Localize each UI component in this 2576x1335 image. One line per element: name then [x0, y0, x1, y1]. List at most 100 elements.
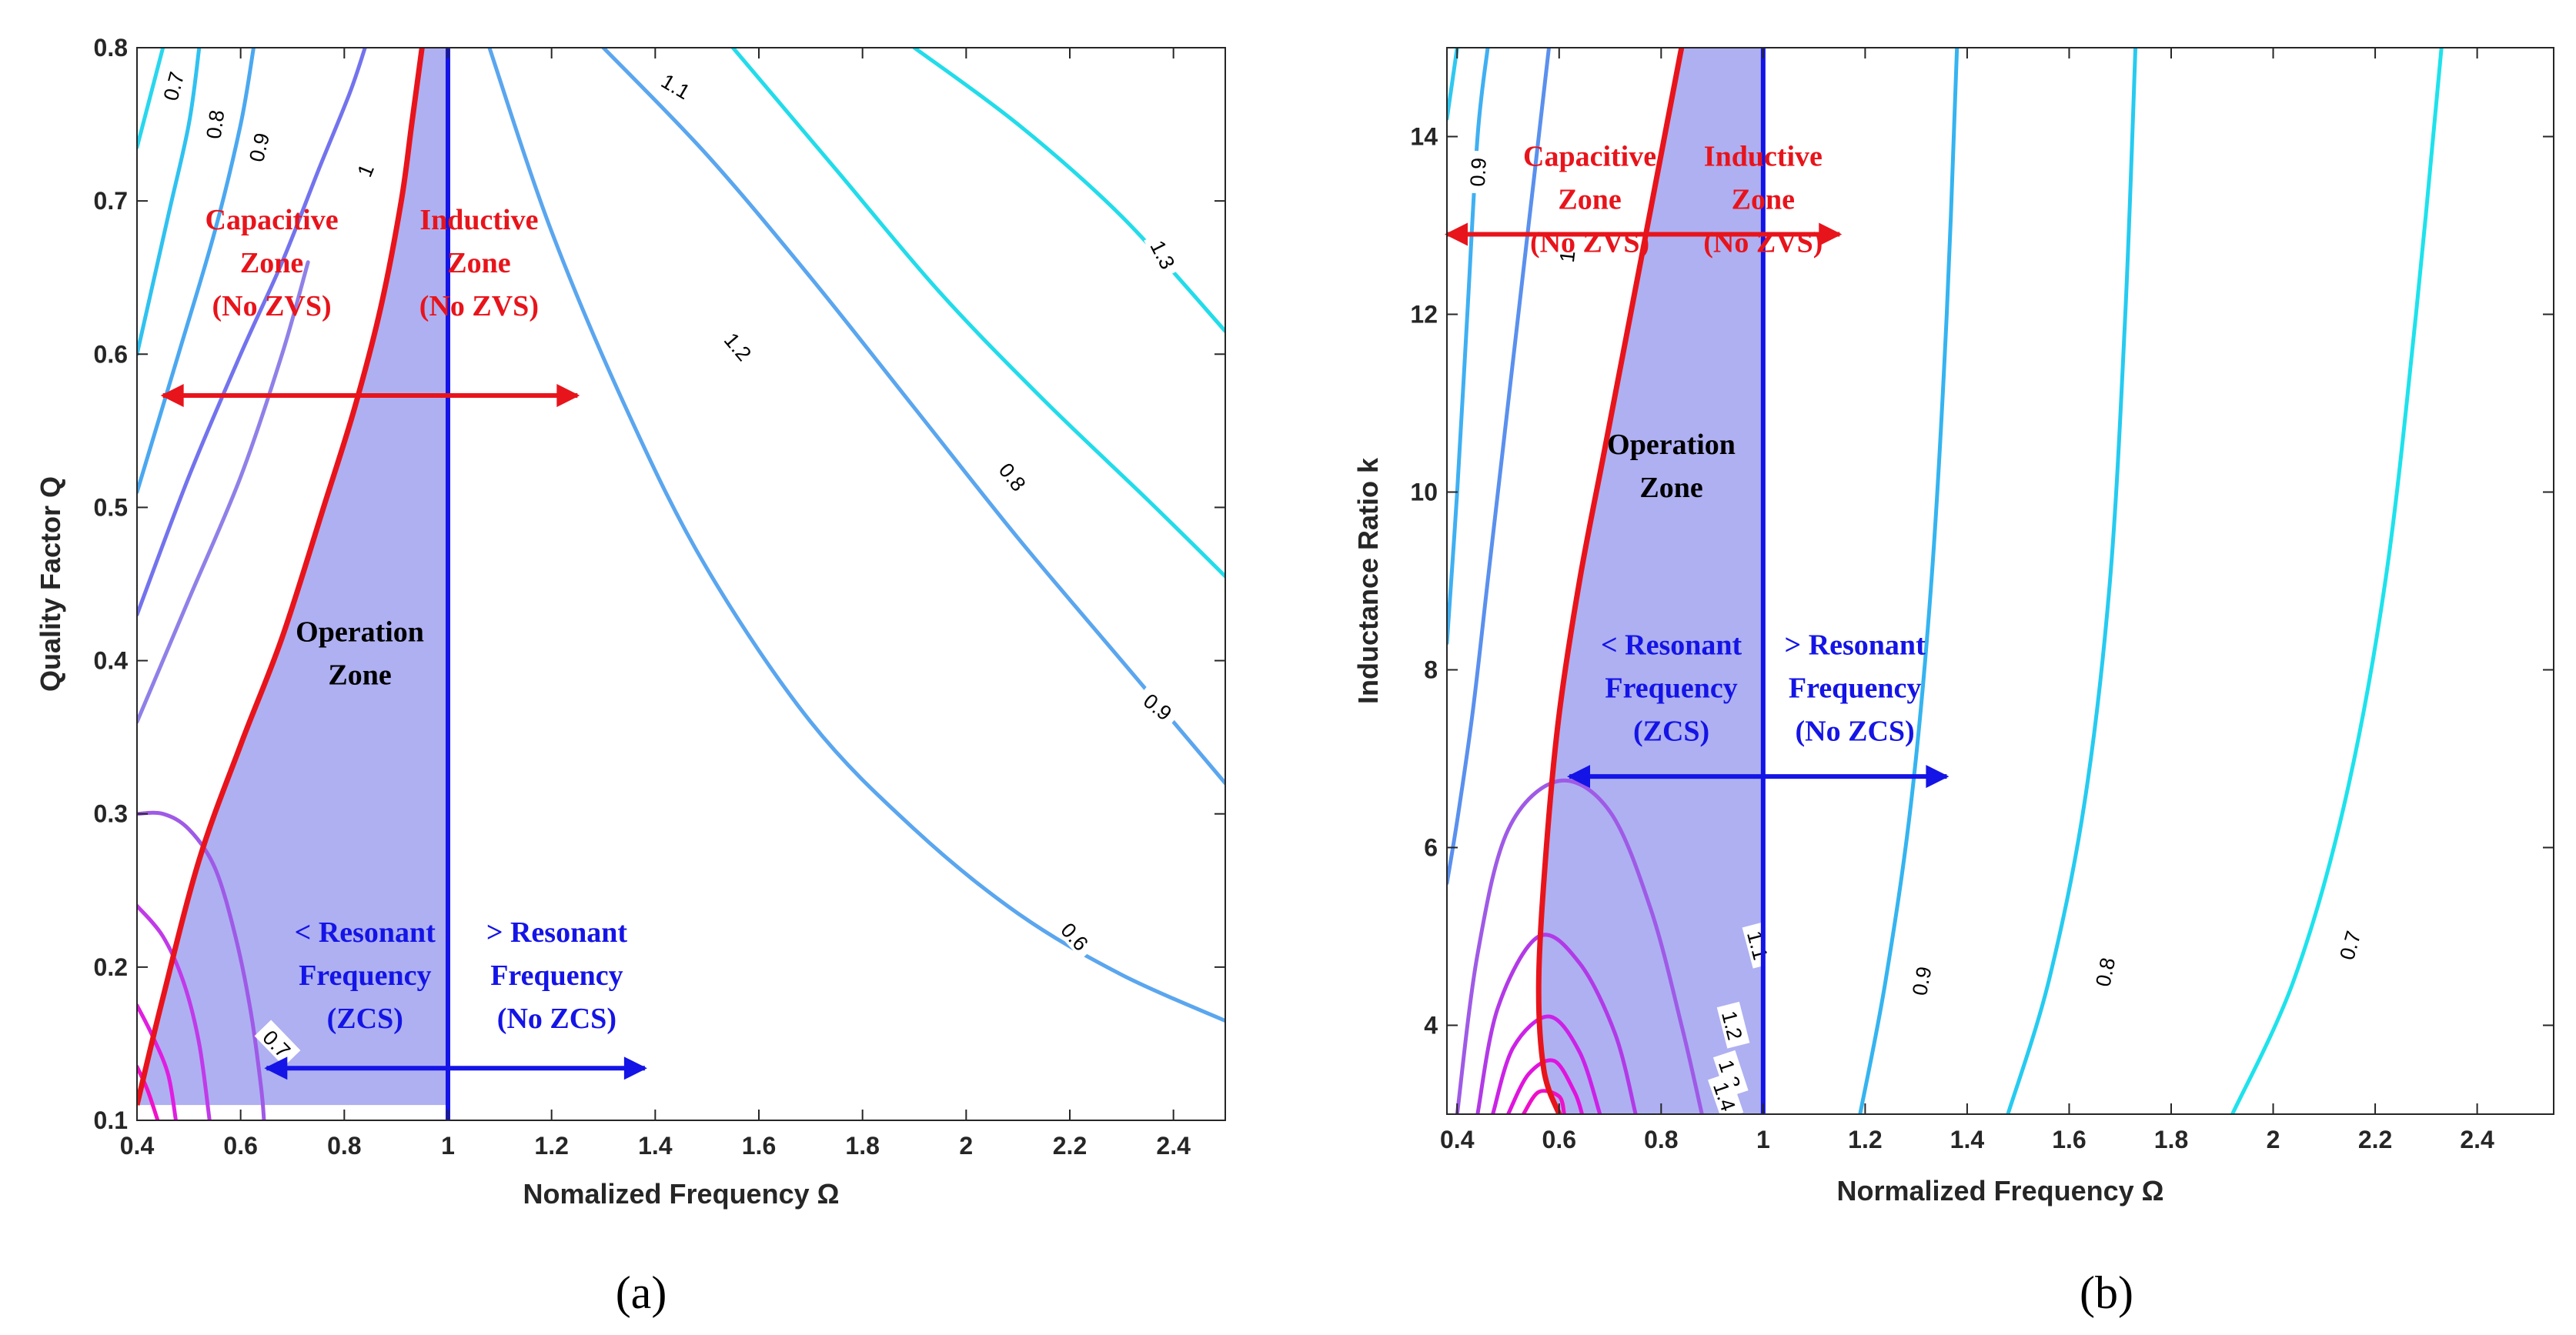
contour-label-bg	[1134, 683, 1182, 729]
plot-area: 0.70.80.911.11.21.30.80.90.60.7	[137, 48, 1225, 1120]
x-tick-label: 2.2	[1053, 1132, 1087, 1160]
x-tick-label: 1.6	[742, 1132, 776, 1160]
x-tick-label: 0.8	[1644, 1126, 1678, 1153]
zone-annotation-line: (ZCS)	[327, 1003, 403, 1035]
y-tick-label: 0.4	[94, 647, 129, 675]
zone-annotation-line: Inductive	[419, 204, 538, 236]
panel-a-caption: (a)	[616, 1267, 667, 1318]
contour-line	[137, 810, 266, 1120]
zone-annotation-line: Zone	[1732, 183, 1795, 215]
contour-label-text: 1	[1555, 249, 1580, 263]
x-axis-label: Nomalized Frequency Ω	[523, 1178, 840, 1210]
contour-label-text: 0.8	[202, 108, 229, 140]
zone-annotation-line: Frequency	[1605, 673, 1737, 705]
zone-annotation-line: (No ZVS)	[1530, 226, 1649, 259]
y-tick-label: 0.5	[94, 493, 128, 521]
y-tick-label: 10	[1410, 479, 1438, 506]
x-tick-label: 1.4	[1950, 1126, 1985, 1153]
zone-annotation-line: Frequency	[299, 960, 431, 992]
zone-annotation: Capacitive Zone (No ZVS)	[205, 204, 339, 322]
contour-line	[137, 260, 310, 724]
x-tick-label: 2	[2267, 1126, 2280, 1153]
panel-b: 0.911.11.21.31.40.90.80.7CapacitiveZone(…	[1352, 47, 2554, 1207]
x-tick-label: 1.8	[845, 1132, 879, 1160]
contour-line	[137, 1064, 160, 1120]
x-tick-label: 0.4	[120, 1132, 155, 1160]
zone-annotation-line: Zone	[1558, 183, 1621, 215]
y-tick-label: 12	[1410, 301, 1438, 329]
zone-annotation-line: > Resonant	[1785, 629, 1926, 662]
contour-label-bg	[155, 62, 189, 109]
y-tick-label: 4	[1424, 1012, 1438, 1040]
x-tick-label: 2	[959, 1132, 973, 1160]
y-tick-label: 0.8	[94, 34, 128, 62]
y-tick-label: 0.3	[94, 800, 128, 828]
contour-label-bg	[1716, 1001, 1750, 1049]
contour-label-bg	[1905, 957, 1936, 1004]
contour-line	[137, 48, 202, 356]
zone-annotation-line: Capacitive	[1523, 140, 1656, 172]
zone-annotation-line: (ZCS)	[1633, 716, 1709, 748]
zone-annotation-line: (No ZCS)	[1796, 716, 1915, 748]
operation-zone-boundary	[137, 48, 425, 1106]
panel-b-caption: (b)	[2080, 1267, 2133, 1318]
axes-box	[1446, 47, 2554, 1115]
contour-label-bg	[242, 123, 275, 171]
operation-zone-fill	[137, 48, 448, 1106]
zone-annotation: < Resonant Frequency (ZCS)	[295, 916, 436, 1035]
zone-annotation-line: Operation	[296, 616, 424, 649]
zone-annotation: < Resonant Frequency (ZCS)	[1601, 629, 1742, 748]
contour-label-bg	[1464, 150, 1490, 194]
zone-annotation-line: Zone	[328, 659, 391, 692]
y-tick-label: 6	[1424, 834, 1438, 862]
y-tick-label: 14	[1410, 123, 1438, 151]
x-tick-label: 1	[1756, 1126, 1770, 1153]
contour-label-bg	[1708, 1072, 1744, 1114]
x-tick-label: 1.2	[534, 1132, 568, 1160]
x-tick-label: 2.2	[2358, 1126, 2392, 1153]
x-tick-label: 0.8	[327, 1132, 361, 1160]
zone-annotation-line: Capacitive	[205, 204, 339, 236]
zone-annotation: Operation Zone	[1607, 429, 1736, 504]
y-tick-label: 0.2	[94, 953, 128, 981]
zone-annotation: > Resonant Frequency (No ZCS)	[1785, 629, 1926, 748]
contour-line	[1447, 48, 1459, 121]
zone-annotation-line: Zone	[240, 247, 303, 279]
contour-line	[1491, 1014, 1602, 1114]
contour-line	[1858, 48, 1960, 1114]
x-tick-label: 2.4	[1156, 1132, 1191, 1160]
y-tick-label: 0.1	[94, 1106, 128, 1134]
contour-label-bg	[1144, 230, 1184, 279]
contour-label-bg	[1052, 912, 1098, 960]
contour-line	[137, 903, 212, 1120]
zone-annotation-line: Zone	[1639, 472, 1702, 504]
contour-label-bg	[349, 156, 379, 184]
contour-label-text: 0.8	[2091, 956, 2120, 989]
zone-annotation: > Resonant Frequency (No ZCS)	[486, 916, 628, 1035]
contour-line	[1475, 933, 1638, 1114]
contour-label-bg	[1553, 245, 1579, 268]
contour-line	[1447, 48, 1551, 886]
y-axis-label: Quality Factor Q	[35, 476, 66, 692]
y-tick-label: 0.6	[94, 340, 128, 368]
zone-annotation-line: < Resonant	[1601, 629, 1742, 662]
y-axis-label: Inductance Ratio k	[1352, 457, 1384, 704]
y-tick-label: 0.7	[94, 187, 128, 215]
zone-annotation-line: Inductive	[1704, 140, 1823, 172]
contour-label-bg	[652, 65, 701, 106]
x-tick-label: 0.4	[1440, 1126, 1475, 1153]
x-tick-label: 1.6	[2052, 1126, 2086, 1153]
contour-label-bg	[199, 102, 229, 147]
zone-annotation-line: Zone	[447, 247, 510, 279]
contour-line	[2006, 48, 2138, 1114]
contour-line	[137, 48, 367, 617]
x-axis-label: Normalized Frequency Ω	[1837, 1175, 2164, 1207]
zone-annotation-line: (No ZVS)	[419, 290, 539, 322]
contour-line	[601, 48, 1225, 786]
contour-label-bg	[1742, 921, 1776, 969]
axes-box	[136, 47, 1226, 1121]
zone-annotation: Capacitive Zone (No ZVS)	[1523, 140, 1656, 259]
contour-label: 0.9	[1464, 150, 1491, 194]
zone-annotation: Inductive Zone (No ZVS)	[419, 204, 539, 322]
